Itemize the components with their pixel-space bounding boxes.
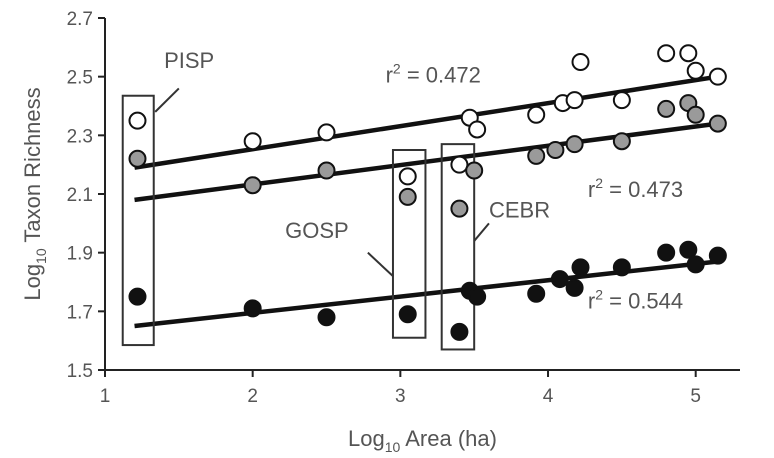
x-axis-title: Log10 Area (ha) xyxy=(348,426,497,455)
point-black xyxy=(612,258,631,277)
point-open xyxy=(128,111,147,130)
r2-black-label: r2 = 0.544 xyxy=(588,286,683,313)
point-open xyxy=(612,91,631,110)
y-tick-label: 2.1 xyxy=(67,185,93,206)
point-black xyxy=(317,308,336,327)
point-black xyxy=(243,299,262,318)
x-tick-label: 4 xyxy=(543,386,554,407)
y-tick-label: 1.9 xyxy=(67,244,93,265)
x-axis-title-prefix: Log xyxy=(348,426,385,451)
point-black xyxy=(686,255,705,274)
point-open xyxy=(708,67,727,86)
point-gray xyxy=(657,99,676,118)
point-gray xyxy=(465,161,484,180)
y-axis-title: Log10 Taxon Richness xyxy=(20,87,49,300)
point-gray xyxy=(398,187,417,206)
annotations: r2 = 0.472 r2 = 0.473 r2 = 0.544 xyxy=(386,61,684,314)
label-gosp: GOSP xyxy=(285,218,349,243)
r2-gray-label: r2 = 0.473 xyxy=(588,175,683,202)
y-tick-label: 1.5 xyxy=(67,361,93,382)
y-axis-title-prefix: Log xyxy=(20,264,45,301)
y-tick-label: 2.5 xyxy=(67,68,93,89)
pointer-cebr xyxy=(473,222,490,242)
point-open xyxy=(243,132,262,151)
point-gray xyxy=(243,176,262,195)
point-black xyxy=(527,284,546,303)
x-tick-label: 1 xyxy=(100,386,111,407)
point-open xyxy=(679,44,698,63)
y-axis-title-suffix: Taxon Richness xyxy=(20,87,45,248)
point-gray xyxy=(708,114,727,133)
point-black xyxy=(708,246,727,265)
x-tick-label: 2 xyxy=(247,386,258,407)
x-axis-title-suffix: Area (ha) xyxy=(400,426,497,451)
box-pisp xyxy=(121,94,155,347)
box-cebr xyxy=(440,143,476,351)
pointer-pisp xyxy=(154,87,180,113)
x-tick-label: 5 xyxy=(690,386,701,407)
label-pisp: PISP xyxy=(164,48,214,73)
point-open xyxy=(686,61,705,80)
point-black xyxy=(679,240,698,259)
point-black xyxy=(398,305,417,324)
point-gray xyxy=(565,135,584,154)
data-points xyxy=(128,44,727,341)
point-black xyxy=(657,243,676,262)
point-black xyxy=(128,287,147,306)
point-black xyxy=(550,270,569,289)
label-cebr: CEBR xyxy=(489,197,550,222)
x-tick-label: 3 xyxy=(395,386,406,407)
point-open xyxy=(398,167,417,186)
point-gray xyxy=(450,199,469,218)
highlight-boxes: PISP GOSP CEBR xyxy=(121,48,550,351)
point-gray xyxy=(128,149,147,168)
point-open xyxy=(450,155,469,174)
point-black xyxy=(450,322,469,341)
r2-open-label: r2 = 0.472 xyxy=(386,61,481,88)
point-black xyxy=(468,287,487,306)
pointer-gosp xyxy=(367,251,394,277)
point-black xyxy=(565,278,584,297)
point-open xyxy=(317,123,336,142)
point-open xyxy=(527,105,546,124)
point-gray xyxy=(546,141,565,159)
y-tick-label: 2.7 xyxy=(67,9,93,30)
point-open xyxy=(657,44,676,63)
y-tick-label: 2.3 xyxy=(67,126,93,147)
x-axis-title-sub: 10 xyxy=(385,439,401,455)
axes: 1.5 1.7 1.9 2.1 2.3 2.5 2.7 1 2 3 4 5 xyxy=(67,9,740,407)
point-black xyxy=(571,258,590,277)
point-gray xyxy=(612,132,631,151)
y-tick-label: 1.7 xyxy=(67,302,93,323)
point-open xyxy=(468,120,487,139)
y-axis-title-sub: 10 xyxy=(33,248,49,264)
point-open xyxy=(565,91,584,110)
box-gosp xyxy=(391,149,427,339)
point-gray xyxy=(527,146,546,165)
point-gray xyxy=(317,161,336,180)
point-open xyxy=(571,53,590,71)
point-gray xyxy=(686,105,705,124)
